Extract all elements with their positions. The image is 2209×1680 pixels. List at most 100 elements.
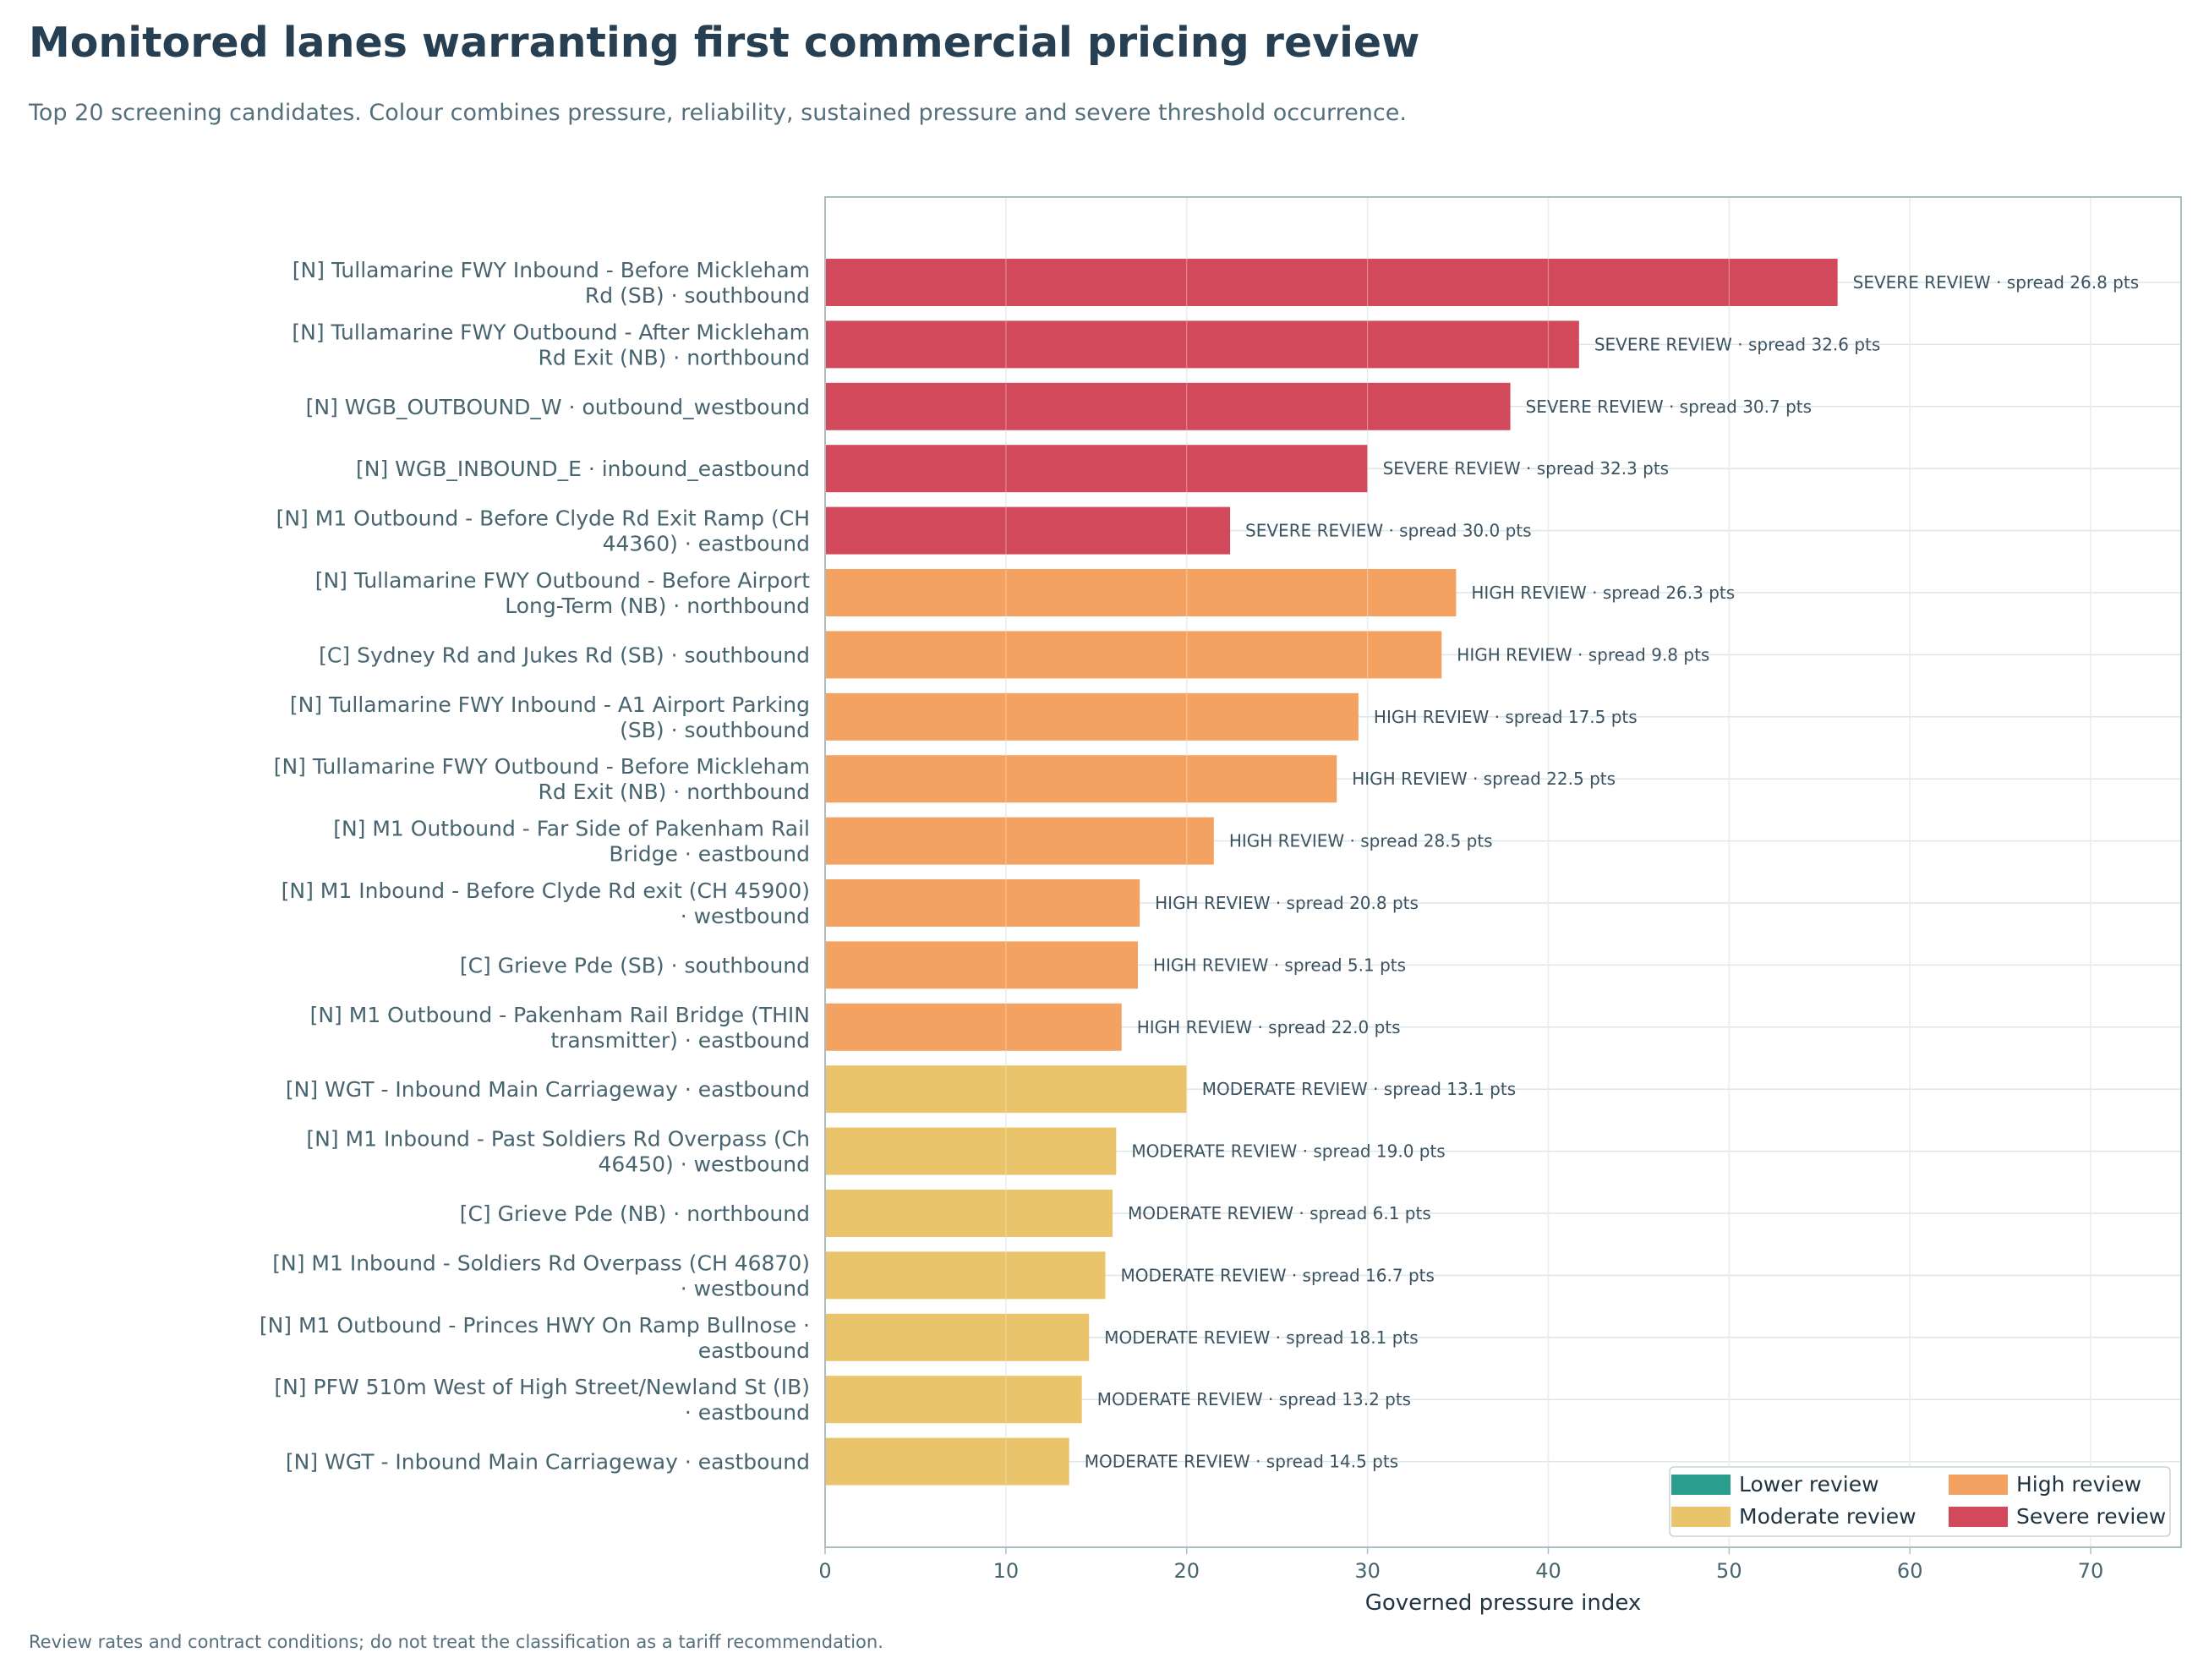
lane-label: [N] M1 Outbound - Far Side of Pakenham R… bbox=[333, 817, 810, 867]
lane-label: [N] PFW 510m West of High Street/Newland… bbox=[274, 1375, 810, 1425]
lane-label: [N] M1 Inbound - Past Soldiers Rd Overpa… bbox=[306, 1127, 810, 1177]
lane-labels: [N] Tullamarine FWY Inbound - Before Mic… bbox=[260, 258, 810, 1475]
lane-label: [N] Tullamarine FWY Outbound - Before Mi… bbox=[274, 754, 810, 804]
bar-severe bbox=[825, 506, 1231, 555]
bar-high bbox=[825, 692, 1359, 741]
legend-label-lower: Lower review bbox=[1739, 1472, 1879, 1497]
bar-annotation: HIGH REVIEW · spread 20.8 pts bbox=[1155, 893, 1419, 913]
lane-label-line: Rd (SB) · southbound bbox=[585, 283, 810, 308]
lane-label: [C] Grieve Pde (NB) · northbound bbox=[460, 1201, 810, 1226]
lane-label-line: [C] Sydney Rd and Jukes Rd (SB) · southb… bbox=[319, 643, 810, 667]
bar-annotation: HIGH REVIEW · spread 22.0 pts bbox=[1137, 1017, 1401, 1037]
lane-label-line: [N] PFW 510m West of High Street/Newland… bbox=[274, 1375, 810, 1399]
bar-annotation: HIGH REVIEW · spread 5.1 pts bbox=[1153, 955, 1406, 975]
lane-label-line: Long-Term (NB) · northbound bbox=[505, 594, 810, 618]
chart-subtitle: Top 20 screening candidates. Colour comb… bbox=[29, 100, 1407, 126]
lane-label: [N] WGB_OUTBOUND_W · outbound_westbound bbox=[306, 395, 810, 419]
bar-annotation: HIGH REVIEW · spread 26.3 pts bbox=[1471, 583, 1735, 603]
bar-annotation: MODERATE REVIEW · spread 19.0 pts bbox=[1131, 1141, 1445, 1162]
lane-label-line: [N] M1 Inbound - Soldiers Rd Overpass (C… bbox=[272, 1250, 810, 1275]
bars bbox=[825, 197, 2091, 1547]
lane-label-line: [N] M1 Inbound - Before Clyde Rd exit (C… bbox=[282, 878, 810, 903]
legend-label-high: High review bbox=[2016, 1472, 2141, 1497]
bar-severe bbox=[825, 445, 1368, 493]
lane-label: [N] Tullamarine FWY Inbound - Before Mic… bbox=[293, 258, 810, 308]
bar-high bbox=[825, 1003, 1122, 1051]
bar-moderate bbox=[825, 1313, 1090, 1361]
bar-moderate bbox=[825, 1376, 1082, 1424]
lane-label-line: [N] WGT - Inbound Main Carriageway · eas… bbox=[286, 1450, 810, 1475]
bar-moderate bbox=[825, 1251, 1106, 1300]
lane-label-line: [C] Grieve Pde (NB) · northbound bbox=[460, 1201, 810, 1226]
bar-annotation: SEVERE REVIEW · spread 30.0 pts bbox=[1245, 521, 1532, 541]
lane-label: [C] Sydney Rd and Jukes Rd (SB) · southb… bbox=[319, 643, 810, 667]
lane-label: [N] M1 Outbound - Pakenham Rail Bridge (… bbox=[310, 1003, 810, 1053]
bar-high bbox=[825, 569, 1457, 616]
lane-label-line: [N] Tullamarine FWY Inbound - Before Mic… bbox=[293, 258, 810, 282]
lane-label-line: · westbound bbox=[681, 904, 810, 928]
bar-annotation: SEVERE REVIEW · spread 26.8 pts bbox=[1853, 272, 2140, 293]
legend-swatch-high bbox=[1949, 1475, 2008, 1495]
lane-label-line: 46450) · westbound bbox=[598, 1152, 810, 1177]
grid-lines bbox=[824, 197, 2181, 1547]
legend-label-moderate: Moderate review bbox=[1739, 1504, 1916, 1529]
lane-label-line: (SB) · southbound bbox=[620, 718, 810, 742]
bar-annotation: MODERATE REVIEW · spread 16.7 pts bbox=[1120, 1265, 1434, 1285]
lane-label: [N] M1 Outbound - Before Clyde Rd Exit R… bbox=[276, 506, 810, 556]
lane-label-line: Rd Exit (NB) · northbound bbox=[539, 780, 810, 804]
lane-label-line: Bridge · eastbound bbox=[609, 842, 810, 867]
lane-label: [N] WGB_INBOUND_E · inbound_eastbound bbox=[356, 457, 810, 481]
lane-label-line: [C] Grieve Pde (SB) · southbound bbox=[460, 953, 810, 977]
lane-label-line: eastbound bbox=[698, 1338, 810, 1363]
lane-label-line: [N] M1 Outbound - Far Side of Pakenham R… bbox=[333, 817, 810, 841]
bar-annotation: HIGH REVIEW · spread 28.5 pts bbox=[1229, 831, 1493, 851]
bar-severe bbox=[825, 382, 1511, 430]
lane-label-line: transmitter) · eastbound bbox=[550, 1028, 810, 1053]
lane-label-line: · westbound bbox=[681, 1276, 810, 1300]
x-tick-label: 20 bbox=[1173, 1559, 1200, 1583]
bar-annotations: SEVERE REVIEW · spread 26.8 pts SEVERE RE… bbox=[1085, 272, 2139, 1472]
x-tick-label: 60 bbox=[1897, 1559, 1923, 1583]
lane-label-line: · eastbound bbox=[685, 1400, 810, 1425]
lane-label-line: [N] M1 Inbound - Past Soldiers Rd Overpa… bbox=[306, 1127, 810, 1152]
legend-box bbox=[1669, 1466, 2171, 1537]
bar-annotation: MODERATE REVIEW · spread 18.1 pts bbox=[1104, 1327, 1418, 1348]
bar-annotation: SEVERE REVIEW · spread 32.3 pts bbox=[1383, 458, 1670, 479]
lane-label: [C] Grieve Pde (SB) · southbound bbox=[460, 953, 810, 977]
x-tick-label: 30 bbox=[1354, 1559, 1381, 1583]
bar-annotation: HIGH REVIEW · spread 9.8 pts bbox=[1457, 644, 1709, 665]
lane-label-line: [N] Tullamarine FWY Outbound - Before Ai… bbox=[315, 568, 810, 593]
lane-label-line: [N] WGT - Inbound Main Carriageway · eas… bbox=[286, 1077, 810, 1102]
bar-annotation: MODERATE REVIEW · spread 6.1 pts bbox=[1128, 1203, 1431, 1223]
legend-swatch-severe bbox=[1949, 1507, 2008, 1527]
bar-annotation: MODERATE REVIEW · spread 14.5 pts bbox=[1085, 1452, 1398, 1472]
lane-label: [N] Tullamarine FWY Inbound - A1 Airport… bbox=[290, 692, 810, 742]
bar-moderate bbox=[825, 1190, 1113, 1237]
bar-annotation: HIGH REVIEW · spread 17.5 pts bbox=[1374, 707, 1638, 727]
x-axis-ticks: 0 10 20 30 40 50 60 70 bbox=[818, 1547, 2103, 1583]
lane-label-line: [N] Tullamarine FWY Outbound - Before Mi… bbox=[274, 754, 810, 779]
bar-high bbox=[825, 879, 1140, 927]
x-tick-label: 10 bbox=[993, 1559, 1020, 1583]
lane-label: [N] M1 Inbound - Soldiers Rd Overpass (C… bbox=[272, 1250, 810, 1300]
footnote: Review rates and contract conditions; do… bbox=[29, 1632, 883, 1652]
x-tick-label: 70 bbox=[2078, 1559, 2104, 1583]
bar-high bbox=[825, 631, 1442, 679]
bar-annotation: HIGH REVIEW · spread 22.5 pts bbox=[1352, 769, 1616, 789]
x-axis-title: Governed pressure index bbox=[1365, 1590, 1642, 1616]
bar-moderate bbox=[825, 1065, 1187, 1114]
bar-annotation: SEVERE REVIEW · spread 30.7 pts bbox=[1526, 397, 1813, 417]
lane-label: [N] Tullamarine FWY Outbound - Before Ai… bbox=[315, 568, 810, 618]
bar-severe bbox=[825, 259, 1838, 306]
lane-label-line: [N] WGB_INBOUND_E · inbound_eastbound bbox=[356, 457, 810, 481]
bar-annotation: MODERATE REVIEW · spread 13.2 pts bbox=[1097, 1389, 1411, 1409]
legend-swatch-moderate bbox=[1671, 1507, 1731, 1527]
bar-moderate bbox=[825, 1437, 1069, 1486]
plot-frame bbox=[824, 196, 2182, 1548]
lane-label-line: [N] M1 Outbound - Princes HWY On Ramp Bu… bbox=[260, 1313, 810, 1338]
lane-label: [N] Tullamarine FWY Outbound - After Mic… bbox=[292, 320, 810, 369]
lane-label-line: [N] M1 Outbound - Before Clyde Rd Exit R… bbox=[276, 506, 810, 531]
bar-severe bbox=[825, 320, 1579, 369]
x-tick-label: 0 bbox=[818, 1559, 831, 1583]
